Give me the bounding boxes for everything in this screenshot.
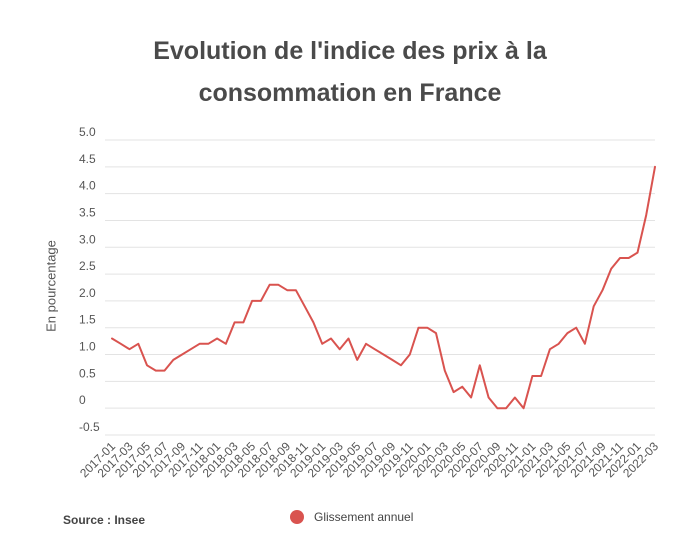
data-point [198,342,202,346]
data-point [136,342,140,346]
series-line [111,165,656,410]
data-point [644,213,648,217]
data-point [548,347,552,351]
data-point [557,342,561,346]
data-point [163,369,167,373]
data-point [627,256,631,260]
data-point [522,406,526,410]
data-point [276,283,280,287]
data-point [189,347,193,351]
y-tick-label: 3.5 [79,205,96,219]
y-tick-label: 0.5 [79,366,96,380]
data-point [285,288,289,292]
data-point [154,369,158,373]
data-point [495,406,499,410]
source-note: Source : Insee [63,513,146,527]
y-tick-label: 3.0 [79,232,96,246]
y-axis-label: En pourcentage [43,240,59,332]
data-point [417,326,421,330]
data-point [609,267,613,271]
data-point [215,336,219,340]
data-point [241,320,245,324]
y-tick-label: 5.0 [79,125,96,139]
data-point [206,342,210,346]
data-point [460,385,464,389]
y-tick-label: 4.5 [79,152,96,166]
data-point [583,342,587,346]
data-point [329,336,333,340]
legend: Glissement annuel [290,510,413,524]
data-point [434,331,438,335]
data-point [320,342,324,346]
data-point [364,342,368,346]
y-tick-label: 4.0 [79,179,96,193]
data-point [443,369,447,373]
data-point [469,395,473,399]
chart-title-line-2: consommation en France [198,79,502,107]
data-point [268,283,272,287]
data-point [145,363,149,367]
chart-title-line-1: Evolution de l'indice des prix à la [153,37,547,65]
data-point [382,353,386,357]
data-point [390,358,394,362]
data-point [373,347,377,351]
y-tick-label: 1.0 [79,340,96,354]
data-point [110,336,114,340]
y-tick-label: -0.5 [79,420,100,434]
legend-label: Glissement annuel [314,510,414,524]
data-point [618,256,622,260]
data-point [128,347,132,351]
data-point [259,299,263,303]
chart-title: Evolution de l'indice des prix à la cons… [0,30,700,114]
data-point [355,358,359,362]
data-point [574,326,578,330]
data-point [592,304,596,308]
data-point [233,320,237,324]
data-point [530,374,534,378]
data-point [565,331,569,335]
data-point [171,358,175,362]
y-tick-label: 2.0 [79,286,96,300]
data-point [539,374,543,378]
data-point [250,299,254,303]
data-point [338,347,342,351]
data-point [600,288,604,292]
y-tick-label: 2.5 [79,259,96,273]
legend-swatch [290,510,304,524]
data-point [346,336,350,340]
data-point [294,288,298,292]
data-point [635,251,639,255]
data-point [425,326,429,330]
y-tick-label: 1.5 [79,313,96,327]
data-point [180,353,184,357]
data-point [487,395,491,399]
data-point [653,165,657,169]
data-point [478,363,482,367]
data-point [303,304,307,308]
data-point [399,363,403,367]
data-point [504,406,508,410]
data-point [452,390,456,394]
y-tick-label: 0 [79,393,86,407]
data-point [224,342,228,346]
data-point [311,320,315,324]
data-point [408,353,412,357]
data-point [513,395,517,399]
data-point [119,342,123,346]
